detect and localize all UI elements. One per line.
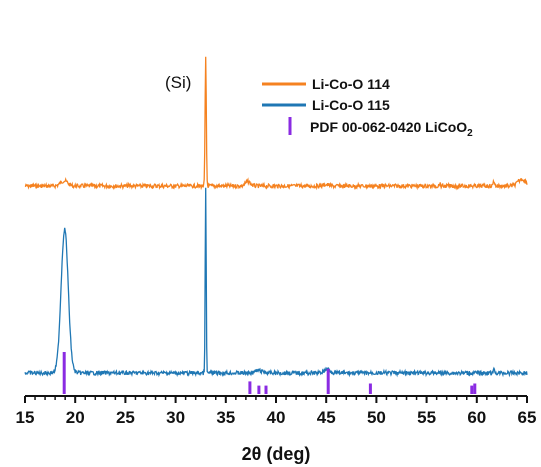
legend-label-1: Li-Co-O 114 (312, 76, 390, 92)
x-tick-label: 35 (216, 408, 235, 427)
legend-label-2: Li-Co-O 115 (312, 97, 390, 113)
x-tick-label: 65 (518, 408, 537, 427)
x-axis-title: 2θ (deg) (242, 444, 311, 464)
x-tick-label: 40 (267, 408, 286, 427)
x-tick-label: 45 (317, 408, 336, 427)
series-line-1 (24, 56, 528, 191)
x-axis: 15 20 25 30 35 40 45 50 55 60 65 (16, 395, 537, 427)
si-annotation: (Si) (165, 73, 191, 92)
plot-area (24, 56, 528, 394)
series-line-2 (24, 187, 528, 378)
x-tick-label: 60 (467, 408, 486, 427)
x-tick-label: 55 (417, 408, 436, 427)
x-tick-label: 15 (16, 408, 35, 427)
legend: Li-Co-O 114 Li-Co-O 115 PDF 00-062-0420 Li… (262, 76, 473, 139)
legend-label-3: PDF 00-062-0420 LiCoO2 (310, 119, 473, 139)
x-tick-label: 25 (116, 408, 135, 427)
x-tick-label: 50 (367, 408, 386, 427)
x-tick-label: 30 (166, 408, 185, 427)
x-tick-label: 20 (66, 408, 85, 427)
